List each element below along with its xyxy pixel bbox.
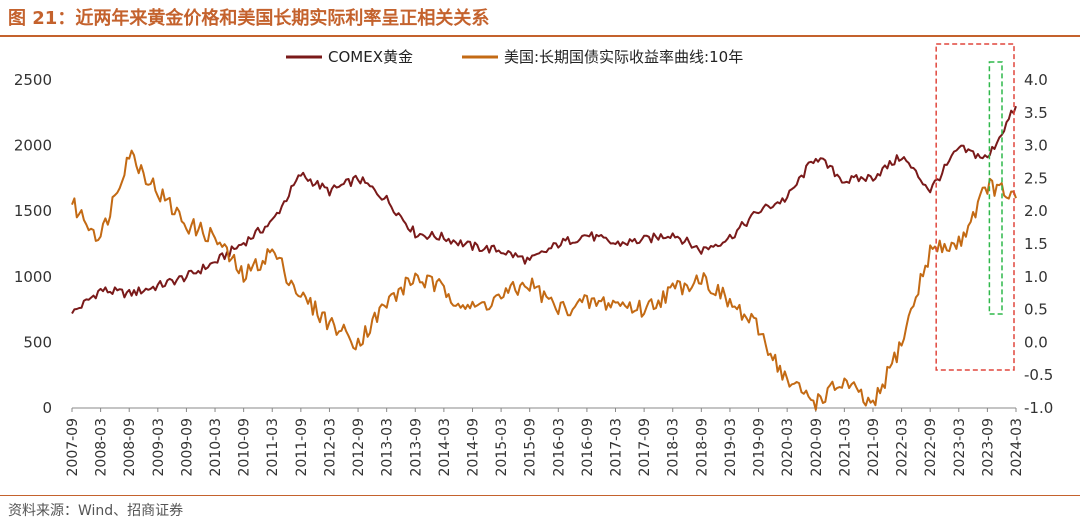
y-right-tick-label: 0.5 [1024,301,1048,319]
series-line-gold [71,105,1017,315]
y-right-tick-label: 2.5 [1024,169,1048,187]
x-tick-label: 2020-09 [809,418,825,477]
legend-label-gold: COMEX黄金 [328,48,413,66]
x-tick-label: 2014-03 [437,418,453,477]
x-tick-label: 2008-03 [94,418,110,477]
y-left-tick-label: 2500 [14,71,52,89]
y-right-tick-label: 2.0 [1024,202,1048,220]
x-tick-label: 2013-03 [380,418,396,477]
y-right-tick-label: 3.5 [1024,104,1048,122]
x-tick-label: 2023-03 [952,418,968,477]
x-tick-label: 2020-03 [780,418,796,477]
x-tick-label: 2019-09 [752,418,768,477]
x-tick-label: 2018-03 [666,418,682,477]
y-right-tick-label: 3.0 [1024,137,1048,155]
chart-title: 图 21：近两年来黄金价格和美国长期实际利率呈正相关关系 [8,8,490,29]
x-tick-label: 2010-09 [237,418,253,477]
x-tick-label: 2011-09 [294,418,310,477]
x-tick-label: 2023-09 [980,418,996,477]
y-left-tick-label: 1000 [14,268,52,286]
y-right-tick-label: 0.0 [1024,333,1048,351]
highlight-box-green [988,61,1003,315]
title-divider [0,35,1080,37]
x-tick-label: 2013-09 [408,418,424,477]
x-tick-label: 2017-09 [637,418,653,477]
x-tick-label: 2015-09 [523,418,539,477]
x-tick-label: 2007-09 [65,418,81,477]
x-tick-label: 2018-09 [694,418,710,477]
x-tick-label: 2022-03 [895,418,911,477]
x-tick-label: 2011-03 [265,418,281,477]
y-right-tick-label: -0.5 [1024,366,1053,384]
y-left-tick-label: 2000 [14,137,52,155]
source-note: 资料来源：Wind、招商证券 [8,503,184,519]
legend-label-real-yield: 美国:长期国债实际收益率曲线:10年 [504,48,743,66]
x-tick-label: 2008-09 [122,418,138,477]
series-line-real-yield [71,149,1017,411]
x-tick-label: 2015-03 [494,418,510,477]
x-tick-label: 2010-03 [208,418,224,477]
x-tick-label: 2022-09 [923,418,939,477]
x-tick-label: 2021-09 [866,418,882,477]
x-tick-label: 2024-03 [1009,418,1025,477]
chart-svg: 0 500 1000 1500 2000 2500 -1.0 -0.5 0.0 0.5 1.0 1.5… [14,43,1053,477]
x-tick-label: 2012-09 [351,418,367,477]
x-tick-label: 2009-09 [179,418,195,477]
x-tick-label: 2019-03 [723,418,739,477]
highlight-box-red [935,43,1015,371]
x-tick-label: 2016-09 [580,418,596,477]
footer-divider [0,495,1080,496]
x-tick-label: 2021-03 [837,418,853,477]
x-tick-label: 2017-03 [609,418,625,477]
y-right-tick-label: 1.5 [1024,235,1048,253]
y-left-tick-label: 0 [42,399,52,417]
x-tick-label: 2014-09 [465,418,481,477]
x-tick-label: 2009-03 [151,418,167,477]
y-left-tick-label: 1500 [14,202,52,220]
y-right-tick-label: -1.0 [1024,399,1053,417]
x-tick-label: 2016-03 [551,418,567,477]
x-tick-label: 2012-03 [322,418,338,477]
y-right-tick-label: 1.0 [1024,268,1048,286]
y-right-tick-label: 4.0 [1024,71,1048,89]
y-left-tick-label: 500 [23,333,52,351]
